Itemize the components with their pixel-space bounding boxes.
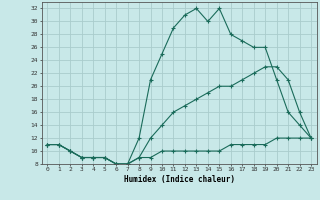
X-axis label: Humidex (Indice chaleur): Humidex (Indice chaleur) <box>124 175 235 184</box>
